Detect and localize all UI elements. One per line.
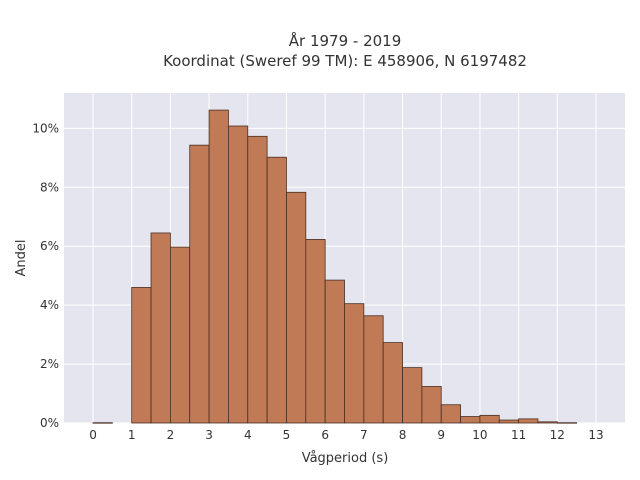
x-tick-label: 11 — [511, 428, 526, 442]
x-tick-label: 4 — [244, 428, 252, 442]
x-tick-label: 0 — [89, 428, 97, 442]
histogram-bar — [518, 418, 539, 424]
y-tick-label: 8% — [40, 180, 59, 194]
histogram-bar — [363, 315, 384, 424]
histogram-bar — [150, 232, 171, 424]
histogram-bar — [286, 191, 307, 424]
histogram-bar — [305, 239, 326, 424]
y-tick-label: 0% — [40, 416, 59, 430]
histogram-bar — [498, 419, 520, 424]
x-tick-label: 9 — [437, 428, 445, 442]
x-tick-label: 6 — [321, 428, 329, 442]
histogram-bar — [208, 109, 229, 424]
histogram-bar — [460, 416, 481, 424]
histogram-bar — [247, 135, 268, 424]
histogram-bar — [479, 414, 500, 424]
histogram-bar — [131, 287, 152, 424]
histogram-bar — [169, 246, 191, 424]
x-tick-label: 5 — [283, 428, 291, 442]
y-axis-label: Andel — [14, 240, 29, 277]
x-axis-ticks: 0 1 2 3 4 5 6 7 8 9 10 11 12 13 — [89, 428, 603, 442]
bars-group — [92, 109, 578, 424]
chart-title-line-1: År 1979 - 2019 — [289, 31, 402, 50]
histogram-bar — [92, 422, 113, 424]
histogram-bar — [228, 125, 249, 424]
histogram-bar — [382, 342, 403, 424]
histogram-bar — [402, 367, 423, 424]
y-tick-label: 4% — [40, 298, 59, 312]
x-tick-label: 3 — [205, 428, 213, 442]
histogram-bar — [537, 421, 558, 424]
x-tick-label: 1 — [128, 428, 136, 442]
x-tick-label: 13 — [588, 428, 603, 442]
y-tick-label: 6% — [40, 239, 59, 253]
x-tick-label: 2 — [167, 428, 175, 442]
histogram-bar — [266, 156, 287, 424]
y-tick-label: 10% — [32, 121, 59, 135]
x-tick-label: 8 — [399, 428, 407, 442]
histogram-bar — [344, 303, 365, 424]
y-axis-ticks: 0% 2% 4% 6% 8% 10% — [32, 121, 59, 430]
histogram-bar — [556, 422, 578, 424]
histogram-bar — [189, 144, 210, 424]
chart-title-line-2: Koordinat (Sweref 99 TM): E 458906, N 61… — [163, 52, 527, 70]
x-axis-label: Vågperiod (s) — [302, 451, 389, 466]
x-tick-label: 7 — [360, 428, 368, 442]
histogram-bar — [421, 386, 442, 424]
histogram-bar — [440, 404, 461, 424]
histogram-bar — [324, 279, 345, 424]
y-tick-label: 2% — [40, 357, 59, 371]
x-tick-label: 12 — [550, 428, 565, 442]
x-tick-label: 10 — [472, 428, 487, 442]
